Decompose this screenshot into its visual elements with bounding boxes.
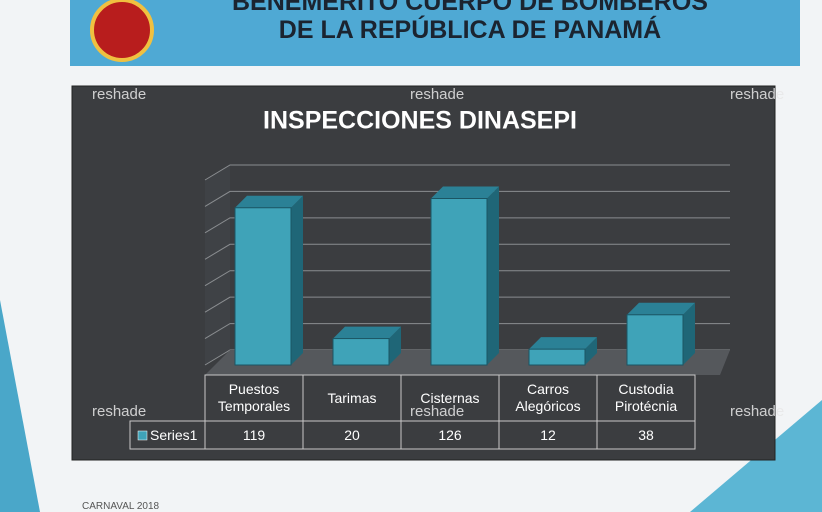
table-frame xyxy=(129,420,206,450)
bar-side xyxy=(683,302,695,365)
watermark: reshade xyxy=(410,86,465,103)
grid-line xyxy=(204,296,730,313)
x-tick-label: Custodia Pirotécnia xyxy=(614,381,678,414)
watermark: reshade xyxy=(92,86,147,103)
header-banner xyxy=(70,0,800,66)
bar-side xyxy=(291,195,303,365)
table-value: 20 xyxy=(344,426,360,443)
legend-key xyxy=(137,430,148,441)
chart-panel xyxy=(71,85,776,461)
grid-line xyxy=(204,270,730,287)
table-value: 12 xyxy=(540,426,556,443)
decor xyxy=(0,300,40,512)
grid-line xyxy=(204,217,730,234)
grid-line xyxy=(204,164,730,181)
bar-top xyxy=(627,302,695,315)
bar-side xyxy=(389,326,401,365)
grid-line xyxy=(204,190,730,207)
bar-top xyxy=(333,326,401,339)
logo xyxy=(90,0,154,62)
header-line: DE LA REPÚBLICA DE PANAMÁ xyxy=(278,16,662,44)
bar-top xyxy=(529,337,597,350)
table-value: 38 xyxy=(638,426,654,443)
x-tick-label: Carros Alegóricos xyxy=(515,381,581,414)
bar xyxy=(332,338,390,366)
table-value: 119 xyxy=(242,426,266,443)
watermark: reshade xyxy=(92,403,147,420)
watermark: reshade xyxy=(730,86,785,103)
bar-side xyxy=(487,186,499,365)
legend-label: Series1 xyxy=(150,426,198,443)
table-frame xyxy=(204,374,696,450)
x-tick-label: Puestos Temporales xyxy=(217,381,291,414)
bar-top xyxy=(235,195,303,208)
header-line: BENEMÉRITO CUERPO DE BOMBEROS xyxy=(232,0,708,16)
bar xyxy=(234,207,292,366)
x-tick-label: Cisternas xyxy=(420,389,480,406)
bar-side xyxy=(585,337,597,365)
watermark: reshade xyxy=(410,403,465,420)
x-tick-label: Tarimas xyxy=(327,389,377,406)
bar xyxy=(430,198,488,366)
watermark: reshade xyxy=(730,403,785,420)
back-wall xyxy=(205,165,230,365)
bar-top xyxy=(431,186,499,199)
grid-line xyxy=(204,243,730,260)
bar xyxy=(626,314,684,366)
footer: CARNAVAL 2018 xyxy=(82,501,160,512)
table-value: 126 xyxy=(438,426,462,443)
chart-title: INSPECCIONES DINASEPI xyxy=(263,107,577,135)
grid-line xyxy=(204,323,730,340)
bar xyxy=(528,348,586,366)
